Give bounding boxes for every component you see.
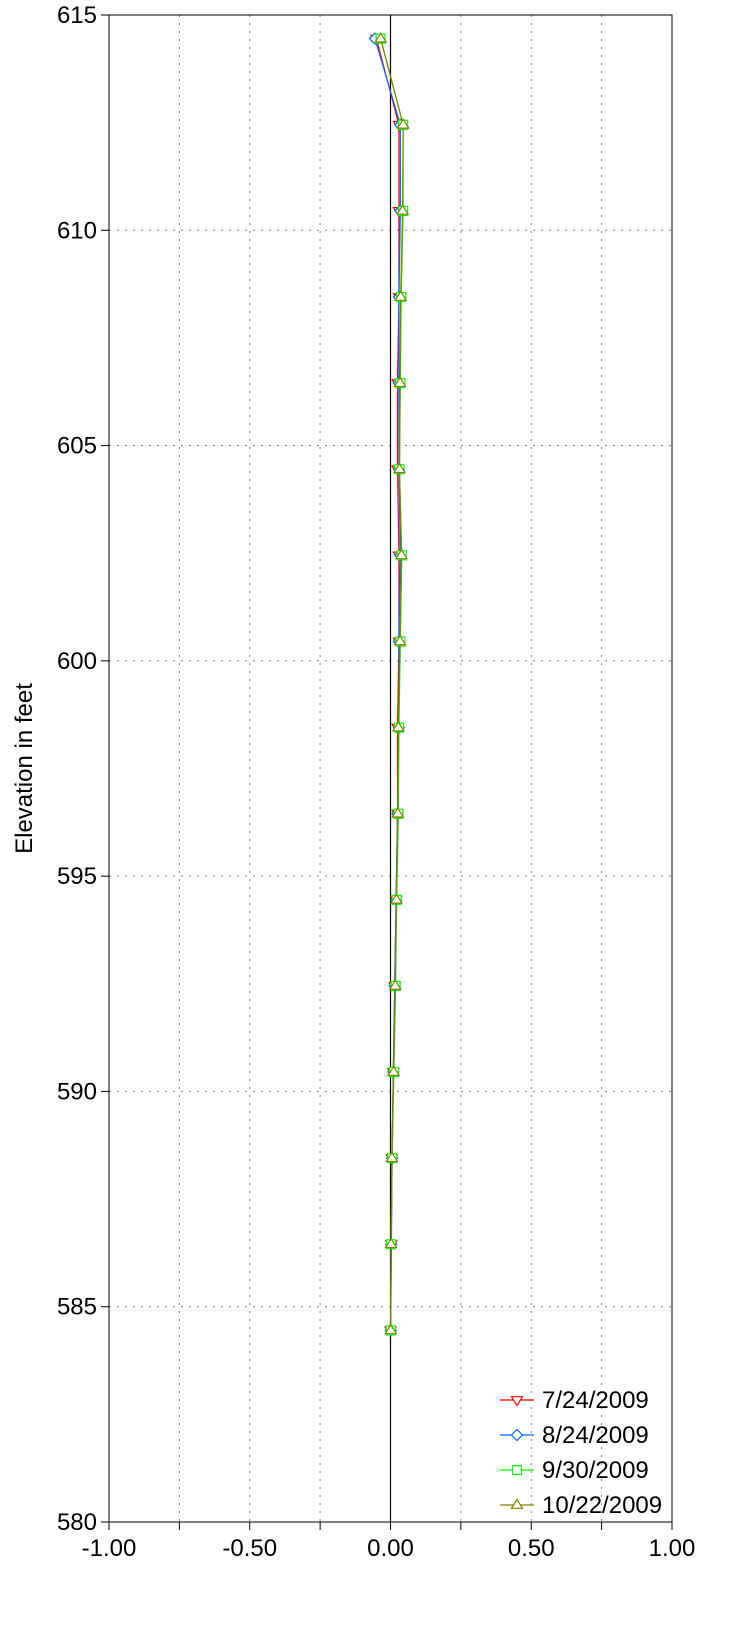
data-point xyxy=(394,290,408,301)
x-tick-label: 1.00 xyxy=(649,1535,696,1562)
tick-layer: -1.00 -0.50 0.00 0.50 1.00 580 585 590 595 600 605… xyxy=(57,2,695,1562)
data-point xyxy=(385,1151,399,1163)
legend-label: 9/30/2009 xyxy=(542,1457,649,1484)
y-tick-label: 580 xyxy=(57,1509,97,1536)
y-tick-label: 585 xyxy=(57,1294,97,1321)
y-tick-label: 600 xyxy=(57,648,97,675)
legend-marker xyxy=(510,1396,524,1407)
y-axis-title: Elevation in feet xyxy=(11,683,38,854)
legend-item: 8/24/2009 xyxy=(500,1422,649,1449)
legend-label: 8/24/2009 xyxy=(542,1422,649,1449)
data-point xyxy=(396,204,410,215)
data-point xyxy=(396,118,410,129)
data-point xyxy=(393,376,407,388)
y-tick-label: 605 xyxy=(57,433,97,460)
data-point xyxy=(374,32,388,43)
y-tick-label: 590 xyxy=(57,1078,97,1105)
data-point xyxy=(384,1237,398,1249)
legend-item: 7/24/2009 xyxy=(500,1387,649,1414)
data-point xyxy=(389,893,403,904)
legend-marker xyxy=(511,1464,523,1476)
data-point xyxy=(393,634,407,646)
data-point xyxy=(394,548,409,560)
series-10/22/2009 xyxy=(374,32,410,1335)
legend-marker xyxy=(510,1428,524,1442)
legend-label: 10/22/2009 xyxy=(542,1492,662,1519)
legend-item: 9/30/2009 xyxy=(500,1457,649,1484)
data-point xyxy=(387,1065,401,1076)
legend-item: 10/22/2009 xyxy=(500,1492,662,1519)
data-point xyxy=(391,720,405,732)
legend-label: 7/24/2009 xyxy=(542,1387,649,1414)
y-tick-label: 610 xyxy=(57,217,97,244)
legend-marker xyxy=(510,1498,524,1509)
legend: 7/24/2009 8/24/2009 9/30/2009 10/22/2009 xyxy=(500,1387,662,1519)
series-layer xyxy=(368,32,410,1338)
data-point xyxy=(384,1323,398,1335)
x-tick-label: 0.00 xyxy=(367,1535,414,1562)
x-tick-label: -1.00 xyxy=(82,1535,137,1562)
x-tick-label: 0.50 xyxy=(508,1535,555,1562)
y-tick-label: 615 xyxy=(57,2,97,29)
series-line xyxy=(380,38,404,1331)
data-point xyxy=(392,462,407,474)
y-tick-label: 595 xyxy=(57,863,97,890)
data-point xyxy=(388,979,402,990)
x-tick-label: -0.50 xyxy=(222,1535,277,1562)
data-point xyxy=(391,807,405,818)
